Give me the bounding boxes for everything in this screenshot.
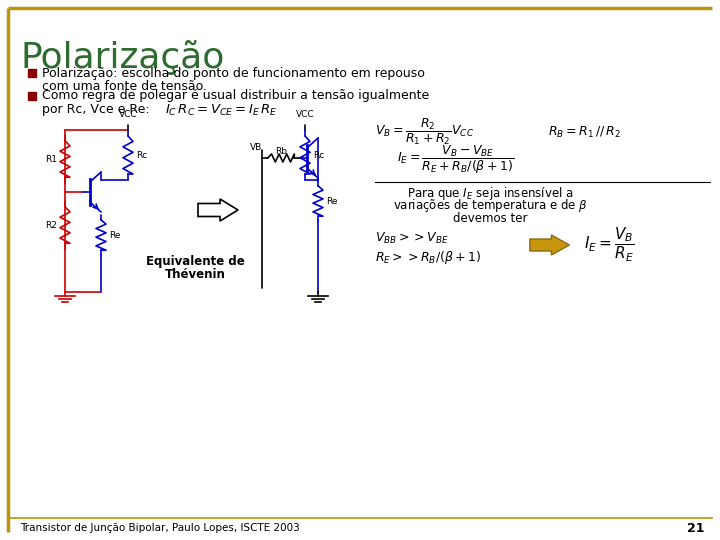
Text: Transistor de Junção Bipolar, Paulo Lopes, ISCTE 2003: Transistor de Junção Bipolar, Paulo Lope… — [20, 523, 300, 533]
Text: $I_C\,R_C = V_{CE} = I_E\,R_E$: $I_C\,R_C = V_{CE} = I_E\,R_E$ — [165, 103, 277, 118]
Text: $I_E = \dfrac{V_B - V_{BE}}{R_E + R_B/(\beta+1)}$: $I_E = \dfrac{V_B - V_{BE}}{R_E + R_B/(\… — [397, 144, 513, 176]
Text: com uma fonte de tensão.: com uma fonte de tensão. — [42, 80, 207, 93]
Text: VCC: VCC — [119, 110, 138, 119]
Text: 21: 21 — [688, 522, 705, 535]
Text: Polarização: Polarização — [20, 40, 225, 75]
Text: Re: Re — [109, 231, 120, 240]
Text: $R_B = R_1\,//\,R_2$: $R_B = R_1\,//\,R_2$ — [548, 124, 621, 139]
Text: Rc: Rc — [313, 151, 324, 159]
Text: $V_{BB} >> V_{BE}$: $V_{BB} >> V_{BE}$ — [375, 231, 449, 246]
Text: VCC: VCC — [296, 110, 315, 119]
Text: R1: R1 — [45, 154, 57, 164]
Text: Como regra de polegar é usual distribuir a tensão igualmente: Como regra de polegar é usual distribuir… — [42, 90, 429, 103]
Bar — [28, 92, 36, 100]
Text: variações de temperatura e de $\beta$: variações de temperatura e de $\beta$ — [392, 198, 588, 214]
Bar — [28, 69, 36, 77]
Text: devemos ter: devemos ter — [453, 212, 528, 225]
Text: Re: Re — [326, 197, 338, 206]
Text: Rc: Rc — [136, 151, 148, 159]
Text: Para que $I_E$ seja insensível a: Para que $I_E$ seja insensível a — [407, 186, 573, 202]
FancyArrow shape — [198, 199, 238, 221]
Text: R2: R2 — [45, 220, 57, 230]
Text: $R_E >> R_B/(\beta+1)$: $R_E >> R_B/(\beta+1)$ — [375, 249, 482, 267]
Text: Polarização: escolha do ponto de funcionamento em repouso: Polarização: escolha do ponto de funcion… — [42, 66, 425, 79]
Text: Thévenin: Thévenin — [165, 268, 225, 281]
Text: $V_B = \dfrac{R_2}{R_1+R_2}V_{CC}$: $V_B = \dfrac{R_2}{R_1+R_2}V_{CC}$ — [375, 117, 474, 147]
Text: por Rc, Vce e Re:: por Rc, Vce e Re: — [42, 104, 150, 117]
FancyArrow shape — [530, 235, 570, 255]
Text: $I_E = \dfrac{V_B}{R_E}$: $I_E = \dfrac{V_B}{R_E}$ — [584, 226, 634, 264]
Text: VB: VB — [250, 144, 262, 152]
Text: Equivalente de: Equivalente de — [145, 255, 244, 268]
Text: Rb: Rb — [275, 146, 287, 156]
